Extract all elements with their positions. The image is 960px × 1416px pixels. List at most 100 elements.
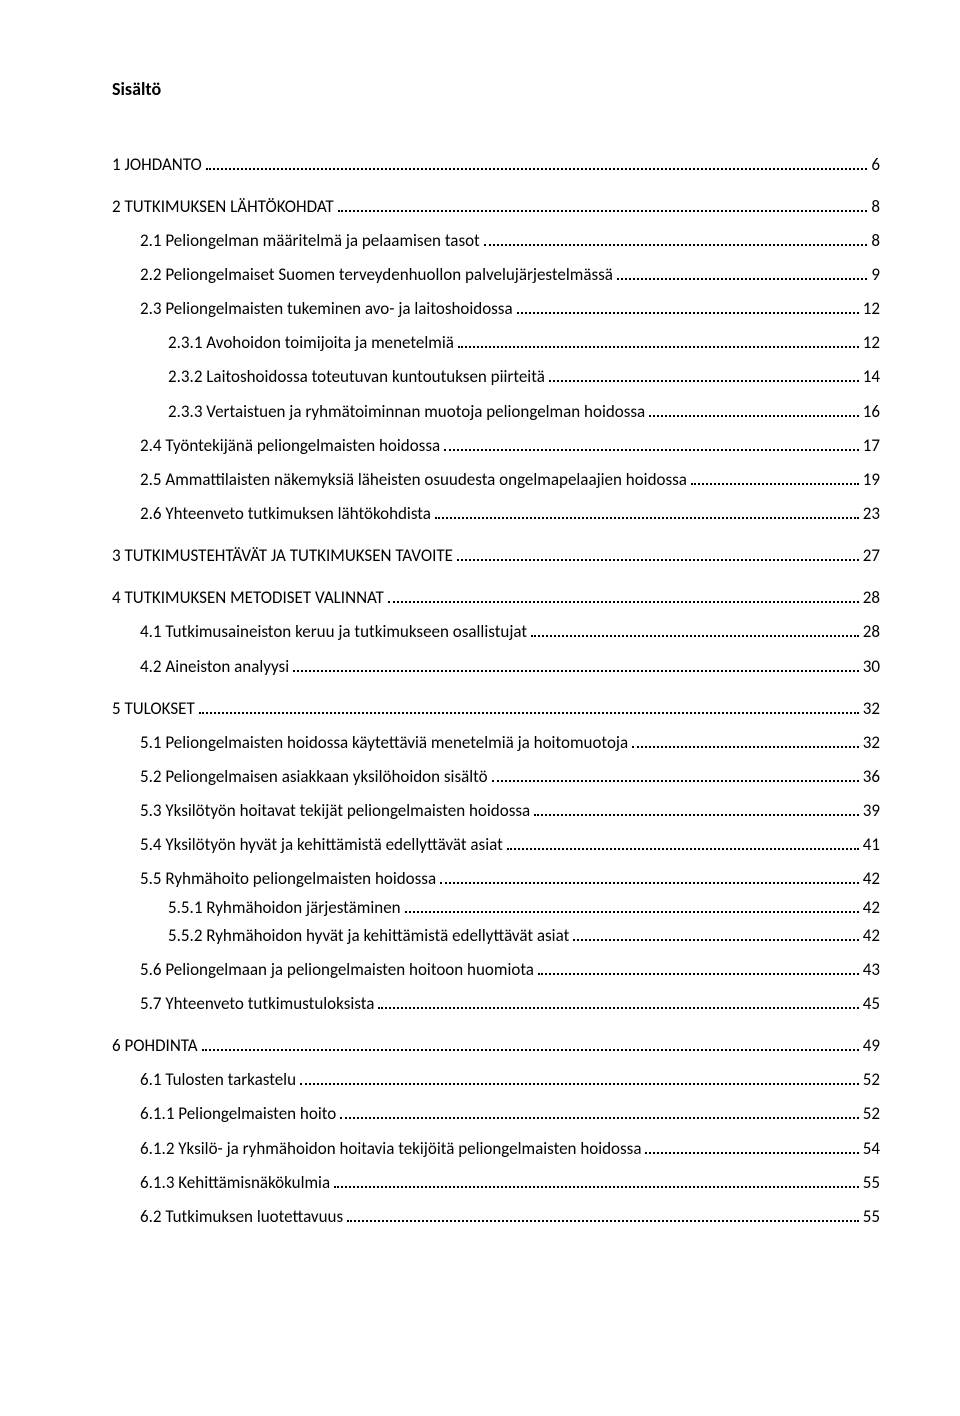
toc-entry-text: 4.2 Aineiston analyysi	[140, 657, 289, 677]
toc-entry: 5.5.1 Ryhmähoidon järjestäminen 42	[112, 893, 880, 921]
toc-entry-text: 1 JOHDANTO	[112, 155, 202, 175]
toc-entry: 5.6 Peliongelmaan ja peliongelmaisten ho…	[112, 955, 880, 983]
toc-entry: 6.2 Tutkimuksen luotettavuus55	[112, 1202, 880, 1230]
toc-entry: 5.2 Peliongelmaisen asiakkaan yksilöhoid…	[112, 762, 880, 790]
toc-entry-text: 6.2 Tutkimuksen luotettavuus	[140, 1207, 343, 1227]
toc-entry-page: 42	[863, 869, 880, 889]
toc-entry-text: 5.6 Peliongelmaan ja peliongelmaisten ho…	[140, 960, 534, 980]
toc-entry: 2 TUTKIMUKSEN LÄHTÖKOHDAT 8	[112, 192, 880, 220]
toc-entry-page: 43	[863, 960, 880, 980]
toc-entry-page: 12	[863, 299, 880, 319]
toc-entry-text: 2.6 Yhteenveto tutkimuksen lähtökohdista	[140, 504, 431, 524]
toc-entry-page: 28	[863, 588, 880, 608]
toc-entry-page: 36	[863, 767, 880, 787]
toc-entry-page: 52	[863, 1070, 880, 1090]
toc-entry-page: 55	[863, 1173, 880, 1193]
toc-leader-dots	[549, 367, 859, 383]
toc-entry: 6.1.3 Kehittämisnäkökulmia 55	[112, 1168, 880, 1196]
toc-entry: 2.6 Yhteenveto tutkimuksen lähtökohdista…	[112, 499, 880, 527]
toc-entry-page: 9	[871, 265, 880, 285]
toc-entry-page: 16	[863, 402, 880, 422]
toc-entry-text: 2.4 Työntekijänä peliongelmaisten hoidos…	[140, 436, 440, 456]
toc-entry-page: 32	[863, 699, 880, 719]
toc-entry-page: 12	[863, 333, 880, 353]
toc-entry: 5.7 Yhteenveto tutkimustuloksista 45	[112, 989, 880, 1017]
spacer	[112, 178, 880, 192]
toc-entry-page: 32	[863, 733, 880, 753]
toc-leader-dots	[347, 1206, 859, 1222]
spacer	[112, 136, 880, 150]
toc-leader-dots	[531, 622, 859, 638]
toc-entry-page: 42	[863, 898, 880, 918]
table-of-contents: 1 JOHDANTO 6 2 TUTKIMUKSEN LÄHTÖKOHDAT 8 2.1…	[112, 150, 880, 1230]
toc-leader-dots	[484, 230, 868, 246]
toc-leader-dots	[300, 1070, 859, 1086]
toc-entry-page: 42	[863, 926, 880, 946]
toc-entry-page: 14	[863, 367, 880, 387]
toc-leader-dots	[293, 656, 859, 672]
toc-leader-dots	[444, 435, 859, 451]
toc-leader-dots	[492, 766, 859, 782]
toc-leader-dots	[388, 588, 859, 604]
document-page: Sisältö 1 JOHDANTO62 TUTKIMUKSEN LÄHTÖKO…	[0, 0, 960, 1416]
toc-entry: 5.5 Ryhmähoito peliongelmaisten hoidossa…	[112, 865, 880, 893]
toc-entry-text: 2.5 Ammattilaisten näkemyksiä läheisten …	[140, 470, 687, 490]
toc-entry-page: 39	[863, 801, 880, 821]
toc-entry-page: 41	[863, 835, 880, 855]
toc-entry: 6.1.2 Yksilö- ja ryhmähoidon hoitavia te…	[112, 1134, 880, 1162]
toc-leader-dots	[632, 732, 859, 748]
toc-leader-dots	[202, 1036, 859, 1052]
toc-entry: 6 POHDINTA 49	[112, 1032, 880, 1060]
toc-entry-text: 3 TUTKIMUSTEHTÄVÄT JA TUTKIMUKSEN TAVOIT…	[112, 546, 453, 566]
toc-entry-page: 30	[863, 657, 880, 677]
toc-entry-page: 28	[863, 622, 880, 642]
toc-leader-dots	[617, 264, 867, 280]
toc-entry-text: 4.1 Tutkimusaineiston keruu ja tutkimuks…	[140, 622, 527, 642]
toc-entry-page: 17	[863, 436, 880, 456]
toc-entry-text: 2.2 Peliongelmaiset Suomen terveydenhuol…	[140, 265, 613, 285]
toc-entry-text: 5.1 Peliongelmaisten hoidossa käytettävi…	[140, 733, 628, 753]
toc-leader-dots	[338, 196, 868, 212]
toc-entry: 4.1 Tutkimusaineiston keruu ja tutkimuks…	[112, 618, 880, 646]
toc-leader-dots	[517, 299, 859, 315]
toc-entry: 2.2 Peliongelmaiset Suomen terveydenhuol…	[112, 260, 880, 288]
toc-entry-text: 6.1 Tulosten tarkastelu	[140, 1070, 296, 1090]
toc-entry-page: 52	[863, 1104, 880, 1124]
toc-leader-dots	[340, 1104, 859, 1120]
toc-entry: 5.5.2 Ryhmähoidon hyvät ja kehittämistä …	[112, 921, 880, 949]
toc-entry-page: 27	[863, 546, 880, 566]
toc-entry-page: 8	[871, 197, 880, 217]
toc-entry-text: 5.5.1 Ryhmähoidon järjestäminen	[168, 898, 401, 918]
toc-entry-text: 2.1 Peliongelman määritelmä ja pelaamise…	[140, 231, 480, 251]
toc-entry-page: 49	[863, 1036, 880, 1056]
toc-entry: 2.1 Peliongelman määritelmä ja pelaamise…	[112, 226, 880, 254]
toc-entry-page: 6	[871, 155, 880, 175]
toc-leader-dots	[507, 835, 859, 851]
toc-entry: 5 TULOKSET32	[112, 694, 880, 722]
toc-entry-text: 5.7 Yhteenveto tutkimustuloksista	[140, 994, 374, 1014]
toc-leader-dots	[538, 959, 859, 975]
toc-entry: 2.3.3 Vertaistuen ja ryhmätoiminnan muot…	[112, 397, 880, 425]
toc-entry-text: 5.4 Yksilötyön hyvät ja kehittämistä ede…	[140, 835, 503, 855]
toc-entry-text: 6.1.3 Kehittämisnäkökulmia	[140, 1173, 330, 1193]
toc-entry-text: 2.3.1 Avohoidon toimijoita ja menetelmiä	[168, 333, 454, 353]
toc-entry: 2.3.2 Laitoshoidossa toteutuvan kuntoutu…	[112, 363, 880, 391]
toc-entry-page: 23	[863, 504, 880, 524]
toc-entry-text: 2 TUTKIMUKSEN LÄHTÖKOHDAT	[112, 197, 334, 217]
toc-entry-text: 6 POHDINTA	[112, 1036, 198, 1056]
toc-entry-text: 5.5.2 Ryhmähoidon hyvät ja kehittämistä …	[168, 926, 569, 946]
toc-leader-dots	[440, 869, 859, 885]
toc-leader-dots	[573, 925, 859, 941]
toc-entry: 4 TUTKIMUKSEN METODISET VALINNAT 28	[112, 584, 880, 612]
toc-leader-dots	[405, 897, 859, 913]
toc-entry: 6.1 Tulosten tarkastelu 52	[112, 1066, 880, 1094]
toc-entry-page: 54	[863, 1139, 880, 1159]
toc-entry: 5.1 Peliongelmaisten hoidossa käytettävi…	[112, 728, 880, 756]
spacer	[112, 528, 880, 542]
toc-entry-page: 45	[863, 994, 880, 1014]
toc-entry-text: 5.3 Yksilötyön hoitavat tekijät pelionge…	[140, 801, 530, 821]
toc-entry: 6.1.1 Peliongelmaisten hoito52	[112, 1100, 880, 1128]
toc-entry-text: 4 TUTKIMUKSEN METODISET VALINNAT	[112, 588, 384, 608]
toc-entry-text: 5.2 Peliongelmaisen asiakkaan yksilöhoid…	[140, 767, 488, 787]
toc-entry-text: 2.3.2 Laitoshoidossa toteutuvan kuntoutu…	[168, 367, 545, 387]
